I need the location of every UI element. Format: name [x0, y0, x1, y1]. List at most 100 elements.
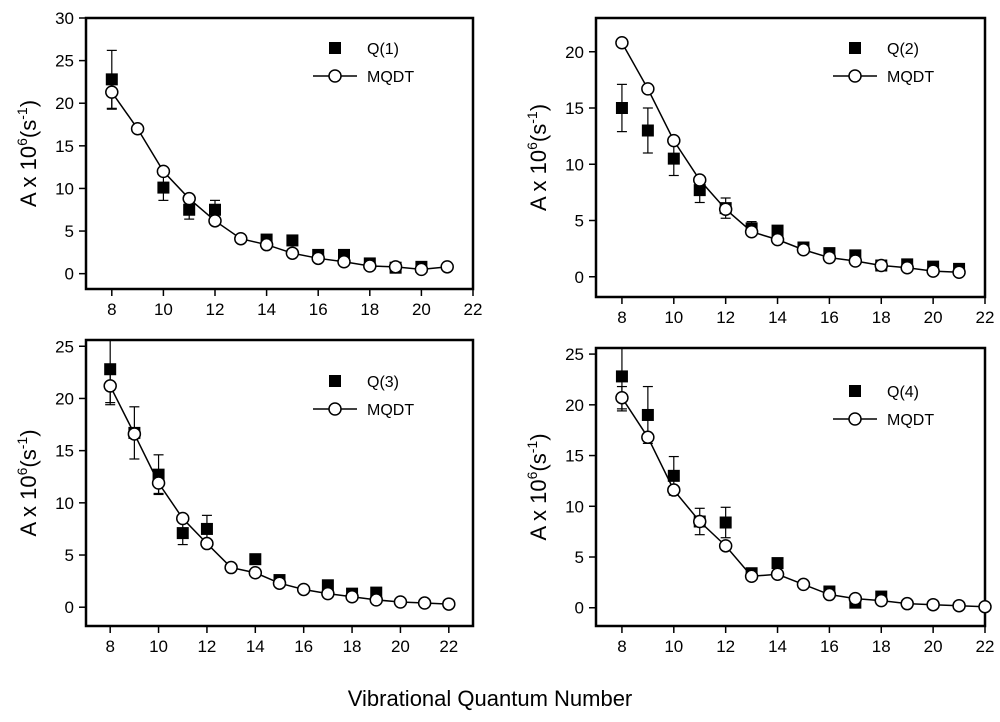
data-point-mqdt: [311, 251, 325, 266]
y-axis-label-part: -1: [524, 111, 540, 124]
data-point-mqdt: [363, 259, 377, 273]
y-axis-label-part: 6: [14, 467, 30, 475]
y-tick-label: 15: [55, 137, 74, 156]
y-tick-label: 20: [55, 94, 74, 113]
x-tick-label: 14: [246, 637, 265, 656]
y-axis-label-part: -1: [14, 107, 30, 120]
legend-label: Q(4): [887, 384, 919, 401]
data-point-mqdt: [952, 265, 966, 279]
y-tick-label: 0: [65, 598, 74, 617]
y-axis-label-part: ): [16, 100, 41, 107]
legend-marker-mqdt: [328, 69, 342, 83]
data-point-mqdt: [369, 593, 383, 607]
data-point-experiment: [286, 234, 299, 247]
x-tick-label: 20: [924, 637, 943, 656]
data-point-mqdt: [296, 582, 311, 597]
data-point-mqdt: [388, 260, 403, 274]
data-point-mqdt: [822, 587, 837, 602]
y-axis-label-part: (s: [16, 120, 41, 138]
data-point-mqdt: [393, 595, 408, 609]
y-axis-label-part: ): [16, 429, 41, 436]
data-point-mqdt: [952, 598, 966, 613]
data-point-experiment: [183, 203, 196, 216]
data-point-mqdt: [692, 173, 707, 187]
legend-label: MQDT: [367, 402, 414, 419]
data-point-mqdt: [667, 483, 681, 497]
data-point-experiment: [157, 181, 170, 194]
data-point-mqdt: [718, 202, 733, 216]
y-tick-label: 5: [575, 548, 584, 567]
y-axis-label-part: 6: [14, 138, 30, 146]
data-point-mqdt: [321, 586, 335, 601]
x-tick-label: 22: [976, 308, 995, 327]
data-point-mqdt: [718, 539, 733, 553]
data-point-experiment: [209, 203, 221, 216]
data-point-mqdt: [770, 567, 785, 582]
legend-marker-experiment: [849, 385, 861, 397]
series-line-mqdt: [621, 397, 986, 608]
x-tick-label: 12: [716, 308, 735, 327]
plot-frame: [84, 16, 475, 291]
data-point-experiment: [693, 184, 706, 197]
legend-label: MQDT: [367, 69, 414, 86]
chart-panel-3: 8 10 12 14 16 18 20 22 0 5 10 15 20 25 A x 106(s-1) Q(3…: [14, 337, 475, 656]
legend-marker-mqdt: [848, 69, 862, 83]
data-point-experiment: [176, 527, 189, 540]
data-point-mqdt: [900, 261, 914, 275]
y-tick-label: 10: [565, 155, 584, 174]
y-tick-label: 15: [565, 447, 584, 466]
x-tick-label: 10: [154, 300, 173, 319]
y-tick-label: 5: [65, 222, 74, 241]
y-tick-label: 5: [65, 546, 74, 565]
data-point-mqdt: [156, 164, 171, 179]
y-axis-label-part: (s: [526, 453, 551, 471]
y-tick-label: 20: [565, 396, 584, 415]
x-tick-label: 12: [716, 637, 735, 656]
x-tick-label: 20: [412, 300, 431, 319]
x-tick-label: 20: [924, 308, 943, 327]
data-point-mqdt: [978, 599, 992, 614]
legend-label: Q(1): [367, 41, 399, 58]
x-tick-label: 10: [664, 637, 683, 656]
data-point-mqdt: [345, 590, 359, 604]
legend-label: MQDT: [887, 69, 934, 86]
x-tick-label: 20: [391, 637, 410, 656]
data-point-mqdt: [848, 254, 863, 268]
legend-marker-mqdt: [328, 402, 342, 416]
y-tick-label: 10: [55, 179, 74, 198]
y-tick-label: 10: [55, 494, 74, 513]
data-point-mqdt: [259, 237, 274, 252]
data-point-mqdt: [615, 36, 629, 50]
chart-panel-4: 8 10 12 14 16 18 20 22 0 5 10 15 20 25 A x 106(s-1) Q(4…: [524, 345, 994, 656]
y-tick-label: 0: [65, 265, 74, 284]
y-tick-label: 0: [575, 268, 584, 287]
x-tick-label: 22: [439, 637, 458, 656]
x-tick-label: 10: [664, 308, 683, 327]
legend-label: Q(3): [367, 374, 399, 391]
x-tick-label: 14: [257, 300, 276, 319]
x-tick-label: 18: [360, 300, 379, 319]
x-tick-label: 18: [343, 637, 362, 656]
data-point-experiment: [615, 102, 628, 114]
y-axis-label-part: 6: [524, 471, 540, 479]
y-tick-label: 0: [575, 599, 584, 618]
x-tick-label: 18: [872, 637, 891, 656]
data-point-mqdt: [130, 122, 145, 136]
data-point-mqdt: [417, 596, 432, 610]
plot-frame: [84, 338, 475, 628]
data-point-mqdt: [248, 566, 263, 580]
y-tick-label: 20: [55, 389, 74, 408]
data-point-experiment: [615, 370, 628, 383]
data-point-experiment: [249, 553, 262, 566]
legend-label: Q(2): [887, 41, 919, 58]
y-tick-label: 25: [55, 52, 74, 71]
x-tick-label: 10: [149, 637, 168, 656]
data-point-mqdt: [182, 191, 196, 206]
data-point-mqdt: [285, 246, 300, 260]
x-axis-label: Vibrational Quantum Number: [348, 686, 633, 711]
x-tick-label: 18: [872, 308, 891, 327]
y-axis-label: A x 106(s-1): [524, 104, 551, 211]
